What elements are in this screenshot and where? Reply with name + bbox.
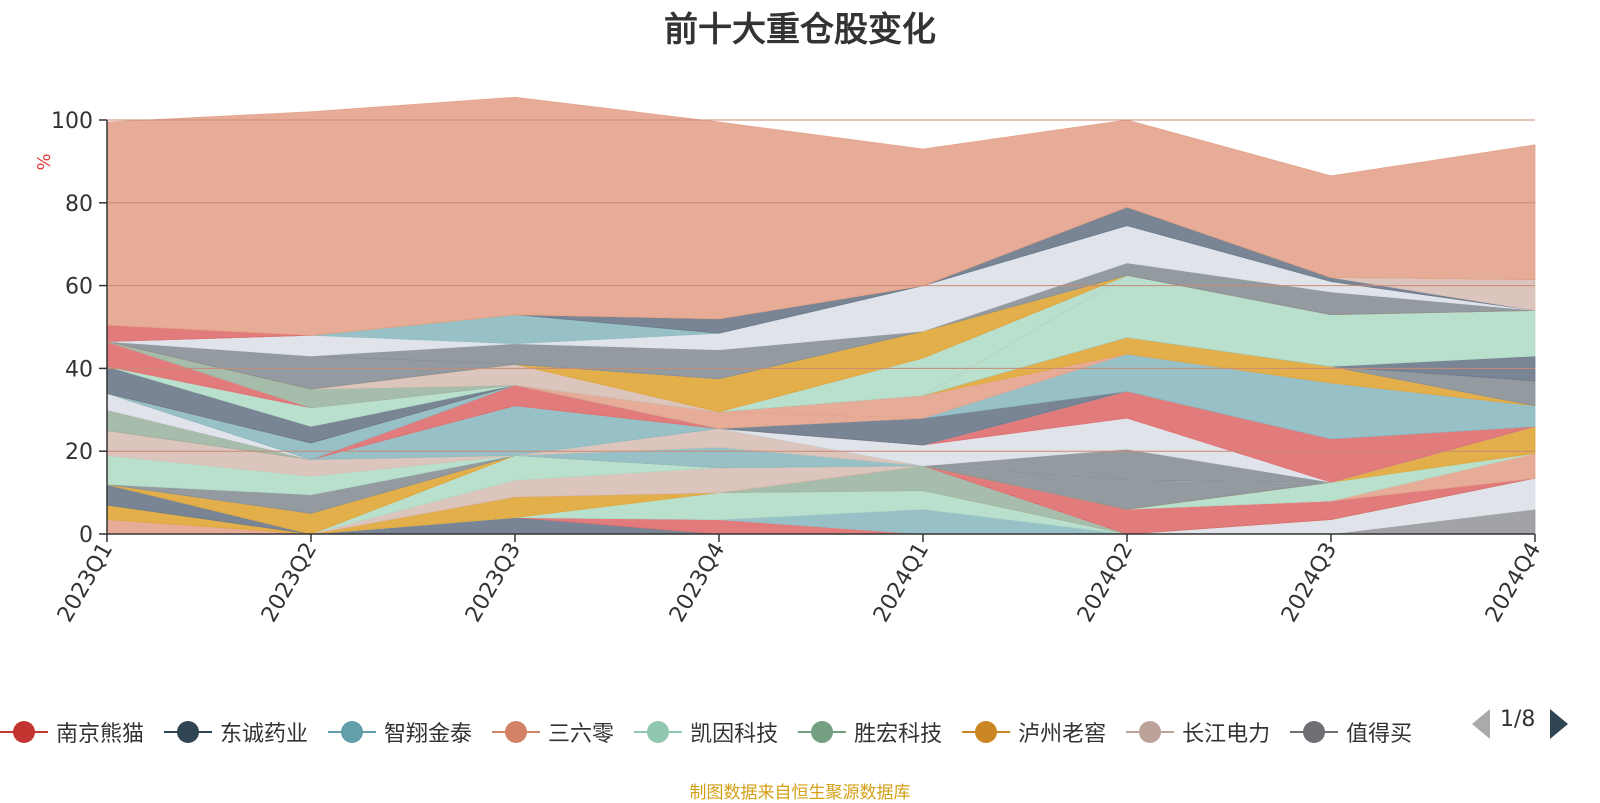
legend-item-4[interactable]: 三六零 bbox=[492, 712, 614, 752]
legend-next-page-icon[interactable] bbox=[1550, 709, 1568, 739]
legend-item-8[interactable]: 长江电力 bbox=[1126, 712, 1270, 752]
x-tick-label: 2023Q2 bbox=[257, 539, 322, 627]
legend-label: 智翔金泰 bbox=[384, 722, 473, 747]
legend-item-9[interactable]: 值得买 bbox=[1290, 712, 1412, 752]
y-tick-label: 80 bbox=[65, 192, 93, 217]
legend-marker-icon bbox=[0, 720, 48, 744]
y-tick-label: 40 bbox=[65, 357, 93, 382]
y-tick-label: 60 bbox=[65, 275, 93, 300]
area-series-50 bbox=[106, 96, 1536, 336]
x-tick-label: 2023Q4 bbox=[665, 539, 730, 627]
legend-marker-icon bbox=[798, 720, 847, 744]
legend-label: 泸州老窖 bbox=[1018, 722, 1107, 747]
legend-pager: 1/8 bbox=[1470, 705, 1600, 745]
legend-item-2[interactable]: 东诚药业 bbox=[164, 712, 308, 752]
legend-marker-icon bbox=[962, 720, 1011, 744]
legend-marker-icon bbox=[1126, 720, 1175, 744]
x-tick-label: 2023Q3 bbox=[461, 539, 526, 627]
chart-plot: % 0 20 40 60 80 100 2023Q1 2023Q2 2023Q3 2023Q4 20… bbox=[34, 96, 1546, 627]
y-axis-label: % bbox=[34, 153, 55, 170]
legend-marker-icon bbox=[1290, 720, 1339, 744]
legend-label: 东诚药业 bbox=[220, 722, 309, 747]
legend-marker-icon bbox=[164, 720, 213, 744]
chart-title: 前十大重仓股变化 bbox=[664, 10, 936, 50]
y-tick-label: 0 bbox=[79, 523, 93, 548]
legend-label: 长江电力 bbox=[1182, 722, 1271, 747]
legend: 南京熊猫 东诚药业 智翔金泰 三六零 凯因科技 胜宏科技 泸州老窖 长江电力 值得买 bbox=[0, 712, 1470, 752]
x-tick-label: 2024Q2 bbox=[1073, 539, 1138, 627]
x-tick-label: 2023Q1 bbox=[53, 539, 118, 627]
legend-item-1[interactable]: 南京熊猫 bbox=[0, 712, 144, 752]
legend-page-indicator: 1/8 bbox=[1500, 707, 1536, 732]
legend-label: 胜宏科技 bbox=[854, 722, 943, 747]
x-tick-label: 2024Q1 bbox=[869, 539, 934, 627]
legend-label: 三六零 bbox=[548, 722, 615, 747]
legend-marker-icon bbox=[328, 720, 377, 744]
legend-item-3[interactable]: 智翔金泰 bbox=[328, 712, 472, 752]
legend-label: 值得买 bbox=[1346, 722, 1413, 747]
legend-marker-icon bbox=[492, 720, 541, 744]
legend-marker-icon bbox=[634, 720, 683, 744]
legend-label: 凯因科技 bbox=[690, 722, 779, 747]
legend-item-5[interactable]: 凯因科技 bbox=[634, 712, 778, 752]
legend-label: 南京熊猫 bbox=[56, 722, 145, 747]
x-tick-label: 2024Q4 bbox=[1481, 539, 1546, 627]
legend-item-7[interactable]: 泸州老窖 bbox=[962, 712, 1106, 752]
x-tick-label: 2024Q3 bbox=[1277, 539, 1342, 627]
legend-item-6[interactable]: 胜宏科技 bbox=[798, 712, 942, 752]
data-source-footnote: 制图数据来自恒生聚源数据库 bbox=[689, 783, 911, 803]
y-tick-label: 100 bbox=[51, 109, 93, 134]
y-tick-label: 20 bbox=[65, 440, 93, 465]
legend-prev-page-icon[interactable] bbox=[1472, 709, 1490, 739]
